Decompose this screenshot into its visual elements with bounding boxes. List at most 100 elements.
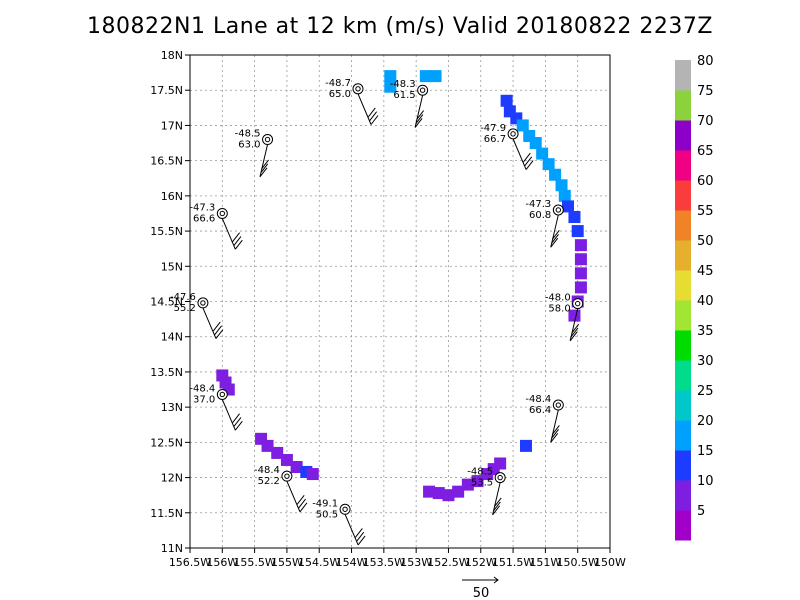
dropsonde-center (219, 391, 226, 398)
wind-barb-feather (234, 239, 243, 250)
dropsonde-wind-label: 53.5 (471, 478, 493, 489)
wind-barb-staff (221, 218, 236, 250)
wind-barb-feather (298, 498, 306, 509)
dropsonde-circle (262, 134, 274, 146)
dropsonde-point: -47.966.7 (480, 123, 534, 170)
dropsonde-circle (494, 472, 506, 484)
dropsonde-wind-label: 55.2 (174, 303, 196, 314)
colorbar-label: 10 (697, 474, 714, 489)
x-tick-label: 151W (529, 556, 561, 569)
wind-barb-staff (357, 93, 372, 125)
colorbar-label: 50 (697, 234, 714, 249)
y-tick-label: 15N (161, 260, 183, 273)
colorbar-label: 40 (697, 294, 714, 309)
wind-barb-staff (492, 482, 501, 515)
dropsonde-circle (552, 204, 564, 216)
dropsonde-circle (572, 298, 584, 310)
dropsonde-temp-label: -48.5 (235, 129, 261, 140)
dropsonde-circle (281, 470, 293, 482)
scale-label: 50 (473, 586, 490, 600)
flight-track-cell (429, 70, 442, 83)
dropsonde-wind-label: 60.8 (529, 210, 551, 221)
dropsonde-wind-label: 61.5 (393, 90, 415, 101)
x-axis-ticks: 156.5W156W155.5W155W154.5W154W153.5W153W… (169, 548, 626, 569)
wind-barb-feather (212, 321, 221, 332)
wind-barb-feather (260, 163, 269, 174)
dropsonde-point: -48.437.0 (189, 383, 243, 431)
x-tick-label: 151.5W (492, 556, 534, 569)
flight-track-cell (261, 439, 274, 452)
y-tick-label: 12N (161, 472, 183, 485)
colorbar-label: 35 (697, 324, 714, 339)
dropsonde-temp-label: -48.3 (390, 79, 416, 90)
wind-barb-feather (551, 429, 559, 439)
flight-track-cell (574, 267, 587, 280)
x-tick-label: 154.5W (298, 556, 340, 569)
y-tick-label: 15.5N (150, 225, 183, 238)
dropsonde-center (497, 474, 503, 481)
flight-track-cell (452, 485, 465, 498)
flight-track-cell (520, 439, 532, 452)
wind-barb-staff (344, 514, 359, 546)
dropsonde-circle (197, 297, 209, 309)
wind-barb-staff (550, 409, 559, 443)
x-tick-label: 152W (465, 556, 497, 569)
dropsonde-temp-label: -48.4 (189, 383, 215, 394)
y-axis-ticks: 11N 11.5N 12N 12.5N 13N 13.5N 14N 14.5N 15N 15.5N… (150, 49, 190, 555)
flight-track-cell (306, 468, 319, 481)
wind-barb-feather (299, 502, 308, 513)
colorbar-segment (675, 420, 691, 451)
flight-track-cell (471, 475, 484, 488)
flight-track-cell (529, 137, 542, 150)
wind-barb-feather (570, 327, 579, 338)
colorbar-label: 20 (697, 414, 714, 429)
wind-barb-feather (233, 417, 242, 427)
wind-barb-feather (551, 233, 559, 244)
wind-barb-feather (215, 329, 224, 339)
wind-barb-feather (525, 160, 534, 170)
x-tick-label: 155W (271, 556, 303, 569)
dropsonde-layer: -48.765.0-48.361.5-47.966.7-48.563.0-47.… (170, 78, 584, 546)
dropsonde-center (284, 473, 290, 479)
dropsonde-point: -48.765.0 (325, 78, 379, 125)
wind-barb-feather (214, 325, 222, 336)
wind-barb-staff (414, 95, 424, 128)
dropsonde-temp-label: -47.3 (525, 199, 551, 210)
flight-track-cell (442, 489, 455, 502)
wind-barb-feather (551, 230, 560, 240)
x-tick-label: 155.5W (233, 556, 275, 569)
y-tick-label: 11.5N (150, 507, 183, 520)
wind-barb-staff (202, 307, 217, 339)
wind-barb-staff (259, 144, 269, 177)
colorbar-label: 60 (697, 174, 714, 189)
y-tick-label: 12.5N (150, 436, 183, 449)
wind-barb-feather (369, 111, 378, 122)
flight-track-cell (384, 70, 397, 83)
wind-barb-feather (232, 413, 240, 423)
flight-track-cell (255, 432, 268, 445)
dropsonde-temp-label: -49.1 (312, 498, 338, 509)
flight-track-cell (290, 461, 303, 474)
flight-track-cell (536, 147, 549, 160)
flight-track-cell (500, 94, 513, 107)
flight-track-cell (568, 210, 581, 223)
wind-barb-feather (493, 501, 501, 512)
dropsonde-temp-label: -48.0 (545, 293, 571, 304)
flight-track-cell (555, 179, 568, 192)
flight-track-cell (384, 80, 397, 93)
wind-barb-staff (286, 480, 301, 513)
dropsonde-point: -48.466.4 (525, 394, 564, 443)
dropsonde-circle (339, 503, 351, 515)
colorbar-segment (675, 510, 691, 541)
x-tick-label: 153.5W (363, 556, 405, 569)
dropsonde-wind-label: 50.5 (316, 509, 338, 520)
dropsonde-center (219, 210, 226, 217)
wind-barb-feather (233, 236, 242, 246)
wind-barb-feather (569, 331, 578, 342)
colorbar-label: 15 (697, 444, 714, 459)
y-tick-label: 17.5N (150, 84, 183, 97)
colorbar-label: 70 (697, 114, 714, 129)
colorbar-segment (675, 300, 691, 331)
x-tick-label: 152.5W (427, 556, 469, 569)
colorbar-segment (675, 150, 691, 181)
